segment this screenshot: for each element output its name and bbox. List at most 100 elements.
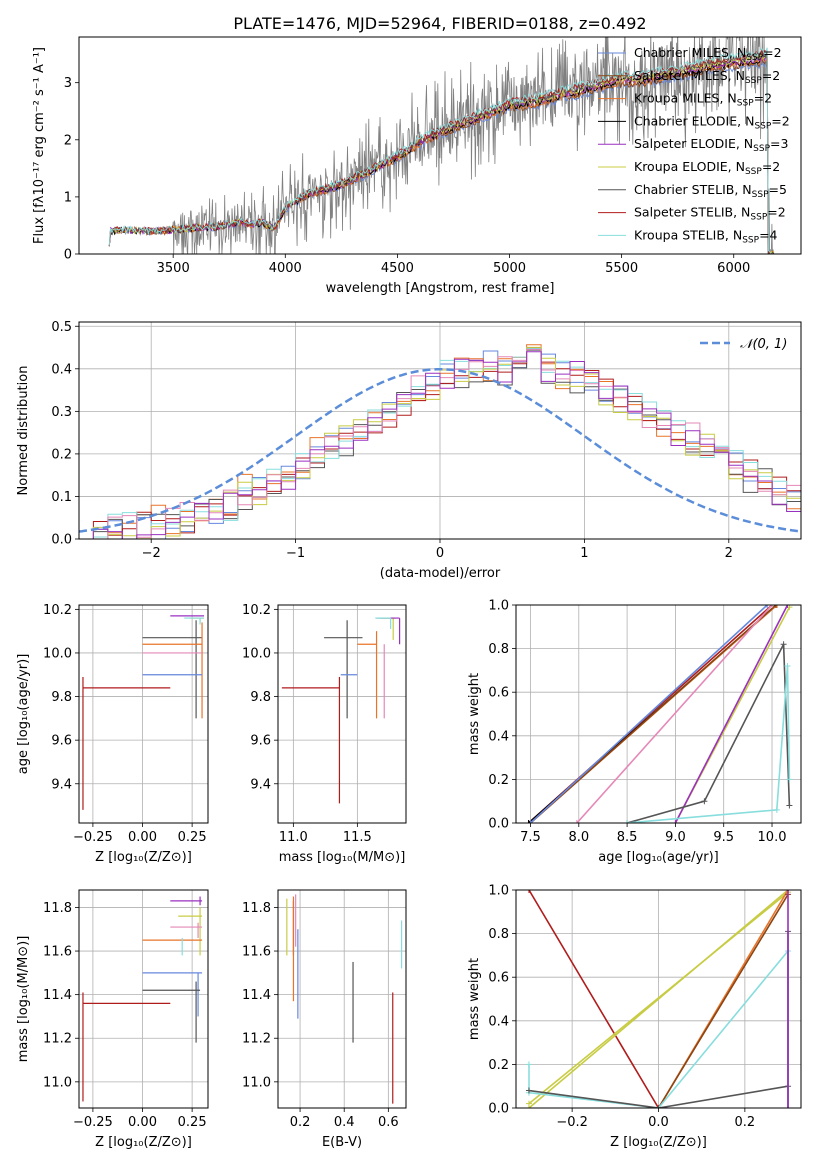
- cumulative-weight-line: [626, 643, 791, 823]
- chart-weight-vs-z: −0.2 0.0 0.2 0.0 0.2 0.4 0.6 0.8 1.0 Z [log₁₀(Z/Z…: [467, 884, 802, 1150]
- x-tick-label: 11.5: [343, 830, 372, 845]
- y-tick-label: 9.6: [250, 734, 271, 749]
- weight-marker: [773, 605, 780, 608]
- x-axis-label: wavelength [Angstrom, rest frame]: [326, 281, 555, 296]
- x-axis-label: mass [log₁₀(M/M⊙)]: [279, 850, 406, 865]
- cumulative-weight-line: [674, 605, 789, 823]
- figure-title: PLATE=1476, MJD=52964, FIBERID=0188, z=0…: [233, 14, 646, 33]
- weight-marker: [624, 820, 631, 823]
- axes-frame: [515, 889, 802, 1109]
- weight-marker: [772, 605, 779, 608]
- legend-entry: 𝒩(0, 1): [740, 337, 787, 352]
- y-tick-label: 11.8: [242, 901, 271, 916]
- cumulative-weight-line: [528, 891, 789, 1105]
- x-tick-label: 5000: [493, 261, 526, 276]
- y-axis-label: Flux [fλ10⁻¹⁷ erg cm⁻² s⁻¹ A⁻¹]: [32, 47, 47, 244]
- y-tick-label: 10.2: [43, 603, 72, 618]
- x-tick-label: 8.5: [617, 830, 638, 845]
- cumulative-weight-line: [528, 890, 660, 1108]
- x-tick-label: 1: [580, 546, 588, 561]
- axes-frame: [78, 36, 802, 255]
- legend: Chabrier MILES, NSSP=2 Salpeter MILES, NS…: [598, 45, 790, 245]
- y-tick-label: 1.0: [488, 884, 509, 899]
- x-tick-label: 0.00: [128, 1115, 157, 1130]
- x-axis-label: (data-model)/error: [380, 566, 501, 581]
- weight-marker: [785, 890, 792, 893]
- y-tick-label: 0.0: [488, 817, 509, 832]
- x-tick-label: 6000: [717, 261, 750, 276]
- y-tick-label: 10.0: [242, 646, 271, 661]
- histogram-step: [79, 351, 801, 539]
- legend-entry: Chabrier STELIB, NSSP=5: [634, 182, 787, 200]
- legend-suffix: =5: [769, 182, 787, 197]
- y-axis-label: age [log₁₀(age/yr)]: [16, 654, 31, 775]
- y-tick-label: 9.8: [250, 690, 271, 705]
- x-tick-label: −1: [286, 546, 305, 561]
- x-axis-label: Z [log₁₀(Z/Z⊙)]: [610, 1135, 707, 1150]
- weight-marker: [525, 1061, 532, 1068]
- weight-marker: [784, 605, 791, 608]
- weight-marker: [780, 641, 787, 648]
- legend-entry: Salpeter STELIB, NSSP=2: [634, 205, 786, 223]
- cumulative-weight-line: [576, 605, 773, 823]
- x-tick-label: 0.6: [378, 1115, 399, 1130]
- y-tick-label: 9.6: [51, 734, 72, 749]
- y-tick-label: 11.6: [242, 945, 271, 960]
- plot-area: [79, 344, 801, 539]
- chart-age-vs-z: −0.25 0.00 0.25 9.4 9.6 9.8 10.0 10.2 Z [log₁₀(Z…: [16, 603, 209, 865]
- x-tick-label: 8.0: [568, 830, 589, 845]
- x-tick-label: 0.0: [648, 1115, 669, 1130]
- weight-marker: [784, 663, 791, 670]
- legend-subscript: SSP: [745, 76, 762, 86]
- legend-suffix: =2: [767, 205, 785, 220]
- weight-marker: [655, 1105, 662, 1108]
- legend-suffix: =2: [763, 45, 781, 60]
- legend-entry: Chabrier ELODIE, NSSP=2: [634, 113, 790, 131]
- y-tick-label: 0.1: [51, 490, 72, 505]
- y-tick-label: 2: [64, 133, 72, 148]
- weight-marker: [786, 802, 793, 809]
- chart-mass-vs-z: −0.25 0.00 0.25 11.0 11.2 11.4 11.6 11.8 Z [log₁…: [16, 889, 209, 1150]
- x-tick-label: −0.25: [73, 1115, 113, 1130]
- y-axis-label: mass weight: [467, 673, 482, 755]
- x-tick-label: 2: [725, 546, 733, 561]
- y-tick-label: 0.4: [488, 729, 509, 744]
- weight-marker: [769, 605, 776, 608]
- y-tick-label: 11.2: [242, 1032, 271, 1047]
- legend-subscript: SSP: [750, 213, 767, 223]
- model-spectrum-line: [108, 47, 774, 254]
- x-tick-label: 4000: [269, 261, 302, 276]
- weight-marker: [525, 890, 532, 893]
- y-tick-label: 0.8: [488, 927, 509, 942]
- x-tick-label: 0: [436, 546, 444, 561]
- y-tick-label: 11.2: [43, 1032, 72, 1047]
- x-tick-label: −0.2: [556, 1115, 588, 1130]
- weight-marker: [525, 1087, 532, 1094]
- legend-entry: Kroupa ELODIE, NSSP=2: [634, 159, 780, 177]
- x-tick-label: 10.0: [758, 830, 787, 845]
- normal-distribution-curve: [79, 368, 799, 533]
- weight-marker: [525, 1100, 532, 1107]
- x-tick-label: 4500: [381, 261, 414, 276]
- chart-mass-vs-ebv: 0.2 0.4 0.6 11.0 11.2 11.4 11.6 11.8 E(B-V): [242, 889, 407, 1150]
- cumulative-weight-line: [657, 893, 789, 1108]
- plot-area: [525, 605, 793, 823]
- x-tick-label: 0.2: [735, 1115, 756, 1130]
- legend-suffix: =2: [754, 91, 772, 106]
- y-tick-label: 11.4: [43, 988, 72, 1003]
- legend-subscript: SSP: [745, 167, 762, 177]
- axes-frame: [78, 889, 209, 1109]
- plot-area: [108, 37, 775, 254]
- legend-subscript: SSP: [754, 121, 771, 131]
- x-tick-label: 0.00: [128, 830, 157, 845]
- model-spectrum-line: [108, 51, 775, 254]
- y-axis-label: Normed distribution: [16, 366, 31, 496]
- y-tick-label: 9.4: [250, 777, 271, 792]
- legend-subscript: SSP: [753, 144, 770, 154]
- x-axis-label: Z [log₁₀(Z/Z⊙)]: [95, 850, 192, 865]
- weight-marker: [773, 806, 780, 813]
- x-tick-label: 7.5: [520, 830, 541, 845]
- weight-marker: [764, 605, 771, 608]
- y-tick-label: 0.2: [488, 773, 509, 788]
- chart-weight-vs-age: 7.5 8.0 8.5 9.0 9.5 10.0 0.0 0.2 0.4 0.6 0.8 1.0 age…: [467, 599, 802, 865]
